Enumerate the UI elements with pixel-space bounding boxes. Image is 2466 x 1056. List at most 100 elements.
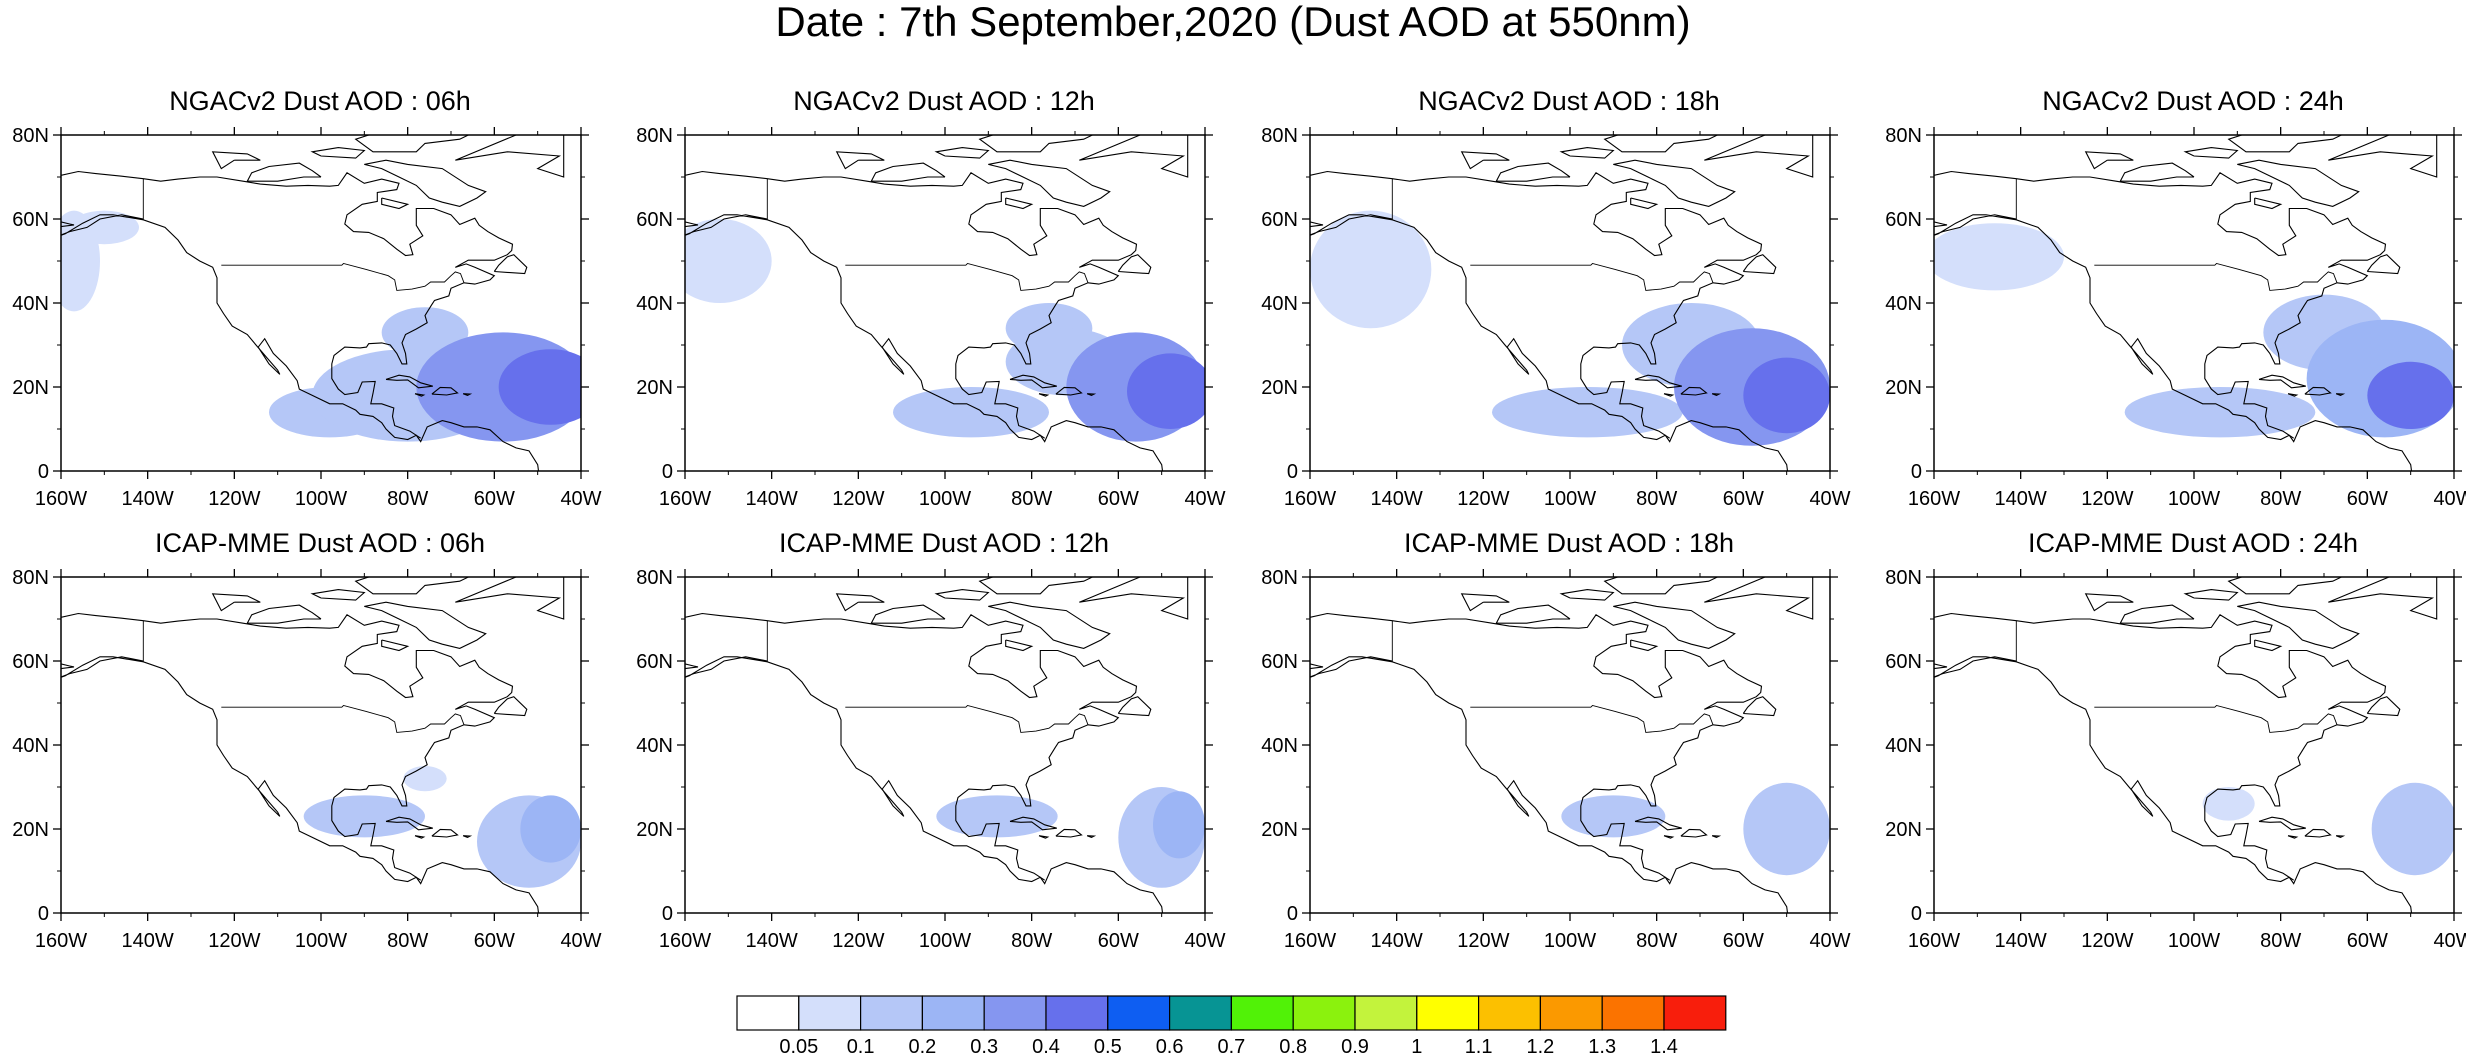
lat-tick-label: 40N: [1261, 293, 1298, 315]
lon-tick-label: 140W: [1995, 488, 2047, 510]
coastline: [1934, 577, 2438, 913]
map-panel: NGACv2 Dust AOD : 24h 160W 140W 120W 100W 80W…: [1873, 86, 2466, 528]
plot-background: [685, 577, 1205, 913]
coast-pacific: [1310, 656, 1789, 913]
panel-title: NGACv2 Dust AOD : 12h: [793, 86, 1095, 116]
island: [1603, 135, 1719, 153]
colorbar-box: [1663, 995, 1727, 1031]
colorbar-label: 0.7: [1217, 1036, 1245, 1055]
lon-tick-label: 60W: [2347, 488, 2388, 510]
lat-tick-label: 80N: [12, 125, 49, 147]
lon-tick-label: 40W: [1809, 488, 1850, 510]
coastline: [61, 577, 565, 913]
island: [870, 162, 946, 182]
colorbar-box: [1354, 995, 1418, 1031]
map-plot: 160W 140W 120W 100W 80W 60W 40W 0 20N 40N 60N 80N: [1261, 125, 1850, 510]
island: [1680, 828, 1708, 838]
aod-field: [685, 135, 1205, 471]
lat-tick-label: 60N: [636, 209, 673, 231]
island: [1663, 835, 1675, 839]
coast-atlantic-arctic: [685, 612, 1138, 881]
lon-tick-label: 120W: [1457, 488, 1509, 510]
lon-tick-label: 160W: [1908, 488, 1960, 510]
lat-tick-label: 40N: [12, 293, 49, 315]
island: [2335, 835, 2346, 839]
lon-tick-label: 120W: [2081, 488, 2133, 510]
island: [455, 135, 565, 178]
island: [2254, 639, 2283, 652]
island: [1009, 816, 1057, 831]
colorbar-box: [1045, 995, 1109, 1031]
colorbar-box: [983, 995, 1047, 1031]
island: [246, 604, 322, 624]
country-border: [845, 704, 1089, 733]
island: [462, 835, 473, 839]
lon-tick-label: 160W: [1284, 488, 1336, 510]
lat-tick-label: 0: [38, 461, 49, 483]
lat-tick-label: 0: [1287, 461, 1298, 483]
island: [2227, 577, 2343, 595]
lat-tick-label: 80N: [636, 125, 673, 147]
lat-tick-label: 60N: [12, 209, 49, 231]
island: [835, 151, 885, 170]
lon-tick-label: 80W: [387, 488, 428, 510]
island: [431, 386, 459, 396]
island: [2258, 816, 2306, 831]
coast-pacific: [61, 214, 540, 471]
lat-tick-label: 20N: [1885, 377, 1922, 399]
aod-blob: [303, 795, 426, 838]
lat-tick-label: 40N: [636, 293, 673, 315]
island: [1704, 135, 1814, 178]
colorbar-box: [1601, 995, 1665, 1031]
coastline: [61, 135, 565, 471]
lat-tick-label: 80N: [12, 567, 49, 589]
island: [1086, 393, 1097, 397]
lon-tick-label: 60W: [1098, 488, 1139, 510]
lat-tick-label: 60N: [1261, 209, 1298, 231]
country-border: [2094, 262, 2338, 291]
island: [2183, 589, 2239, 601]
lon-tick-label: 140W: [1995, 930, 2047, 952]
island: [835, 593, 885, 612]
island: [1117, 254, 1152, 275]
island: [988, 159, 1111, 207]
island: [2287, 393, 2299, 397]
aod-blob: [2367, 361, 2454, 429]
coast-pacific: [61, 656, 540, 913]
lat-tick-label: 20N: [636, 377, 673, 399]
island: [2328, 577, 2438, 620]
colorbar-box: [1477, 995, 1541, 1031]
map-plot: 160W 140W 120W 100W 80W 60W 40W 0 20N 40N 60N 80N: [636, 125, 1225, 510]
island: [354, 577, 470, 595]
colorbar-label: 1.1: [1465, 1036, 1493, 1055]
island: [1495, 604, 1571, 624]
country-border: [221, 704, 465, 733]
panel-title: ICAP-MME Dust AOD : 24h: [2027, 528, 2359, 558]
aod-blob: [520, 795, 581, 863]
lon-tick-label: 160W: [35, 930, 87, 952]
coast-atlantic-arctic: [1310, 170, 1763, 439]
island: [1634, 816, 1682, 831]
aod-blob: [2371, 782, 2454, 876]
lon-tick-label: 100W: [1544, 488, 1596, 510]
island: [1704, 577, 1814, 620]
colorbar-box: [921, 995, 985, 1031]
lat-tick-label: 40N: [636, 735, 673, 757]
island: [2237, 159, 2360, 207]
island: [1005, 197, 1034, 210]
island: [1086, 835, 1097, 839]
coast-pacific: [685, 214, 1164, 471]
lat-tick-label: 20N: [1261, 377, 1298, 399]
lon-tick-label: 40W: [1184, 930, 1225, 952]
colorbar-box: [798, 995, 862, 1031]
map-panel: NGACv2 Dust AOD : 18h 160W 140W 120W 100W 80W…: [1249, 86, 1879, 528]
island: [988, 601, 1111, 649]
map-plot: 160W 140W 120W 100W 80W 60W 40W 0 20N 40N 60N 80N: [1261, 567, 1850, 952]
country-border: [1470, 704, 1714, 733]
island: [1603, 577, 1719, 595]
lat-tick-label: 0: [662, 903, 673, 925]
lon-tick-label: 140W: [122, 488, 174, 510]
aod-blob: [1492, 387, 1683, 438]
coastline: [1310, 577, 1814, 913]
island: [870, 604, 946, 624]
